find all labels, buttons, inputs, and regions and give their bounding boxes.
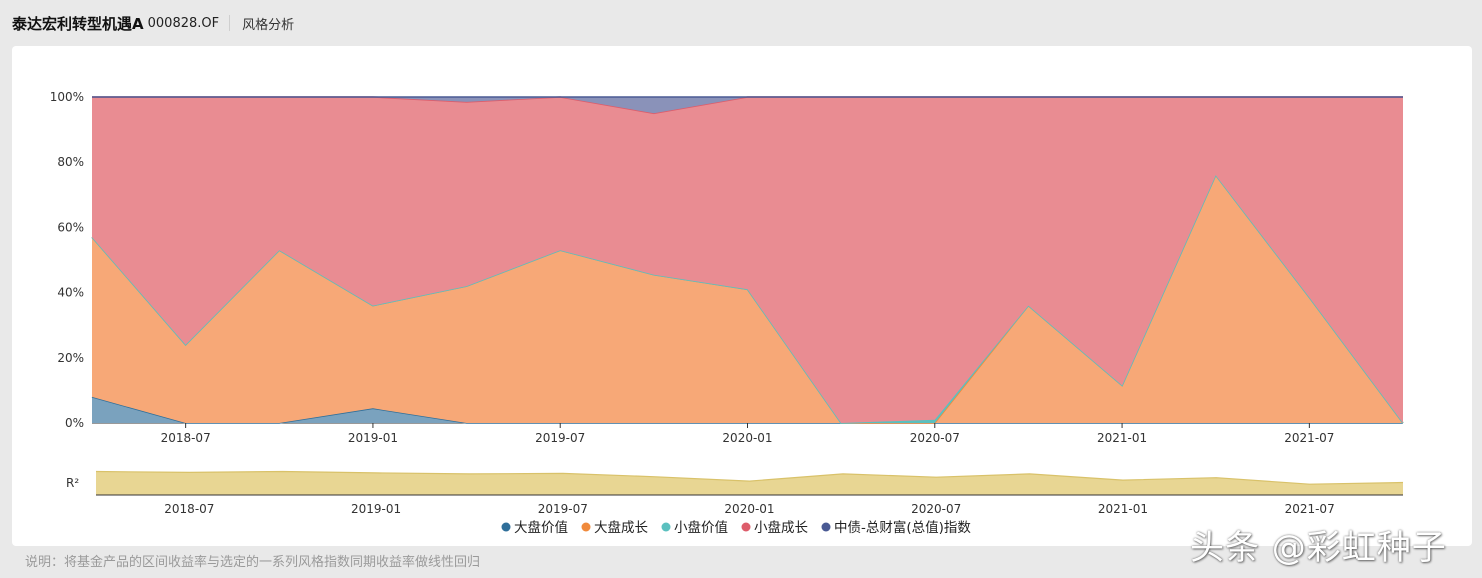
- header-divider: [229, 15, 231, 31]
- y-tick-label: 100%: [50, 90, 84, 104]
- r2-x-tick-label: 2020-01: [724, 502, 774, 516]
- r2-x-tick-label: 2021-01: [1098, 502, 1148, 516]
- legend-label: 小盘成长: [754, 519, 808, 536]
- legend-label: 小盘价值: [674, 519, 728, 536]
- y-tick-label: 60%: [57, 220, 84, 234]
- legend-item[interactable]: 小盘成长: [741, 519, 809, 536]
- fund-name: 泰达宏利转型机遇A: [12, 14, 144, 33]
- y-tick-label: 20%: [57, 351, 84, 365]
- x-tick-label: 2020-01: [722, 431, 772, 445]
- legend-label: 大盘价值: [514, 519, 568, 536]
- chart-card: 0% 20% 40% 60% 80% 100% 2018-07 2019-01 2019-07 2…: [12, 46, 1472, 546]
- legend-marker: [581, 522, 591, 532]
- x-tick-label: 2019-07: [535, 431, 585, 445]
- area-小盘成长: [92, 97, 1403, 423]
- x-tick-label: 2020-07: [910, 431, 960, 445]
- style-analysis-chart: 0% 20% 40% 60% 80% 100% 2018-07 2019-01 2019-07 2…: [50, 90, 1404, 536]
- r2-axis-label: R²: [66, 476, 79, 490]
- r2-area: [96, 471, 1403, 495]
- x-tick-label: 2021-07: [1284, 431, 1334, 445]
- legend-item[interactable]: 大盘价值: [501, 519, 569, 536]
- y-tick-label: 80%: [57, 155, 84, 169]
- r2-x-tick-label: 2019-07: [538, 502, 588, 516]
- y-tick-label: 0%: [65, 416, 84, 430]
- r2-x-tick-label: 2019-01: [351, 502, 401, 516]
- header-bar: 泰达宏利转型机遇A 000828.OF 风格分析: [0, 0, 1482, 46]
- area-大盘价值: [92, 396, 1403, 423]
- x-tick-label: 2021-01: [1097, 431, 1147, 445]
- y-tick-label: 40%: [57, 286, 84, 300]
- legend-item[interactable]: 中债-总财富(总值)指数: [821, 519, 972, 536]
- legend-marker: [501, 522, 511, 532]
- legend-label: 中债-总财富(总值)指数: [834, 519, 971, 536]
- legend-item[interactable]: 大盘成长: [581, 519, 649, 536]
- legend-marker: [821, 522, 831, 532]
- watermark: 头条 @彩虹种子: [1190, 528, 1447, 568]
- r2-line: [95, 470, 1404, 485]
- legend-label: 大盘成长: [594, 519, 648, 536]
- stacked-area-series: [91, 96, 1404, 424]
- legend-item[interactable]: 小盘价值: [661, 519, 729, 536]
- r2-x-tick-label: 2020-07: [911, 502, 961, 516]
- r2-x-tick-label: 2021-07: [1285, 502, 1335, 516]
- footnote: 说明：将基金产品的区间收益率与选定的一系列风格指数同期收益率做线性回归: [25, 555, 481, 570]
- main-chart-labels: 0% 20% 40% 60% 80% 100% 2018-07 2019-01 2019-07 2…: [50, 90, 1335, 445]
- legend: 大盘价值 大盘成长 小盘价值 小盘成长 中债-总财富(总值)指数: [501, 519, 972, 536]
- legend-marker: [741, 522, 751, 532]
- area-大盘成长: [92, 175, 1403, 423]
- tab-style-analysis[interactable]: 风格分析: [242, 17, 295, 33]
- x-tick-label: 2019-01: [348, 431, 398, 445]
- r2-x-tick-label: 2018-07: [164, 502, 214, 516]
- x-tick-label: 2018-07: [161, 431, 211, 445]
- legend-marker: [661, 522, 671, 532]
- r2-chart: R² 2018-07 2019-01 2019-07 2020-01 2020-07 202…: [66, 470, 1404, 516]
- fund-code: 000828.OF: [147, 15, 220, 31]
